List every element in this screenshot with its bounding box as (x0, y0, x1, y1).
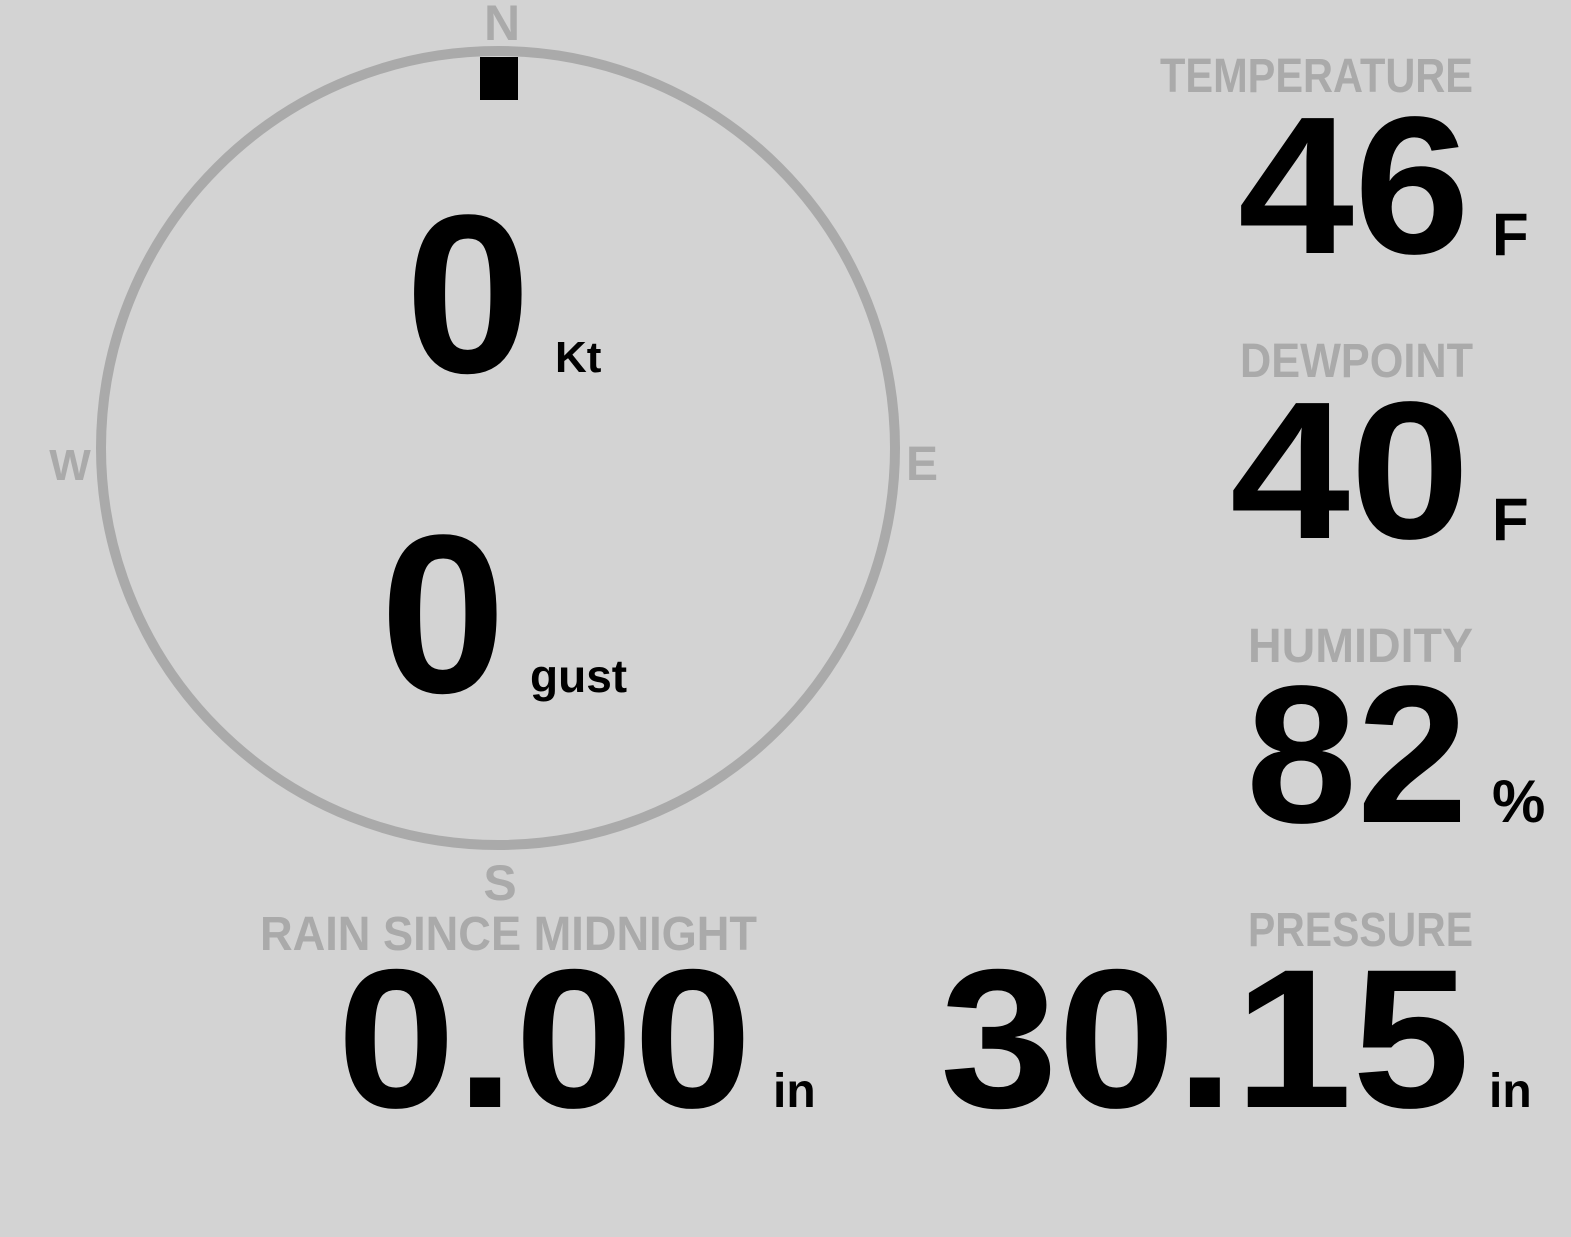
humidity-panel: HUMIDITY 82 % (1246, 620, 1545, 864)
wind-compass: N S E W 0 Kt 0 gust (49, 0, 938, 911)
temperature-panel: TEMPERATURE 46 F (1160, 50, 1529, 295)
compass-ring (96, 46, 900, 850)
temperature-value: 46 (1238, 76, 1470, 295)
gust-value: 0 (380, 487, 506, 740)
wind-speed-unit: Kt (555, 333, 602, 382)
rain-value: 0.00 (337, 928, 752, 1149)
compass-south: S (483, 855, 516, 911)
wind-direction-indicator (480, 57, 518, 100)
dewpoint-value: 40 (1230, 361, 1470, 580)
humidity-unit: % (1492, 768, 1545, 835)
dewpoint-label: DEWPOINT (1240, 335, 1473, 388)
dewpoint-unit: F (1492, 486, 1529, 553)
rain-unit: in (773, 1065, 816, 1118)
compass-east: E (906, 438, 938, 491)
compass-north: N (484, 0, 520, 51)
gust-unit: gust (530, 650, 627, 702)
temperature-unit: F (1492, 201, 1529, 268)
pressure-panel: PRESSURE 30.15 in (940, 904, 1532, 1149)
pressure-unit: in (1489, 1065, 1532, 1118)
humidity-label: HUMIDITY (1248, 620, 1473, 673)
pressure-value: 30.15 (940, 928, 1470, 1149)
wind-speed-value: 0 (405, 167, 531, 420)
rain-panel: RAIN SINCE MIDNIGHT 0.00 in (260, 908, 816, 1149)
humidity-value: 82 (1246, 645, 1468, 864)
pressure-label: PRESSURE (1248, 904, 1473, 957)
temperature-label: TEMPERATURE (1160, 50, 1473, 103)
compass-west: W (49, 441, 91, 490)
rain-label: RAIN SINCE MIDNIGHT (260, 908, 757, 961)
dewpoint-panel: DEWPOINT 40 F (1230, 335, 1529, 580)
